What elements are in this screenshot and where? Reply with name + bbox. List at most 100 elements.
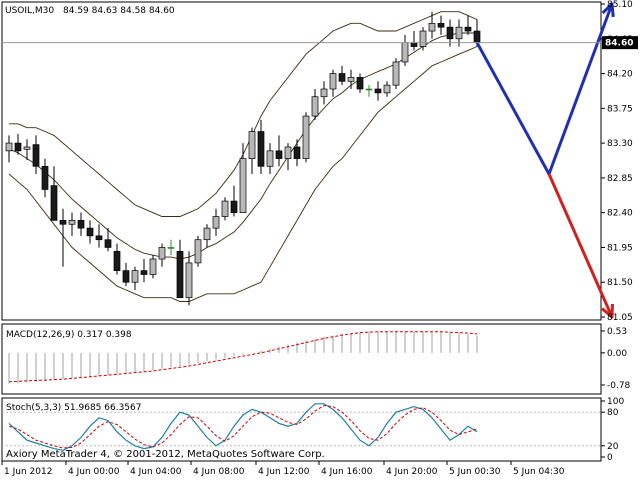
price-tick-label: 81.05 <box>607 313 633 323</box>
candle-body <box>410 42 418 47</box>
candle-body <box>347 77 355 82</box>
candle <box>347 69 355 90</box>
macd-tick-label: 0.00 <box>607 349 627 359</box>
candle <box>32 135 40 175</box>
candle <box>212 208 220 236</box>
macd-pane[interactable] <box>1 323 602 395</box>
candle <box>374 81 382 101</box>
stoch-pane[interactable] <box>1 397 602 462</box>
candle-body <box>329 73 337 90</box>
candle-body <box>131 270 139 283</box>
candle-body <box>230 200 238 214</box>
ohlc-values: 84.59 84.63 84.58 84.60 <box>63 6 175 16</box>
candle <box>203 224 211 248</box>
time-tick-label: 4 Jun 12:00 <box>258 467 310 477</box>
candle <box>437 15 445 35</box>
candle <box>95 224 103 248</box>
forecast-down-arrow-head <box>601 303 614 319</box>
candle-body <box>284 146 292 159</box>
candle <box>221 197 229 221</box>
candle-body <box>158 247 166 260</box>
candle <box>86 220 94 244</box>
candle <box>248 127 256 175</box>
candle-body <box>122 270 130 283</box>
candle <box>113 243 121 275</box>
stoch-main-line <box>8 403 478 451</box>
price-tick-label: 85.10 <box>607 0 633 10</box>
candle-body <box>239 158 247 214</box>
candle-body <box>176 250 184 299</box>
candle-body <box>257 131 265 167</box>
stochastic-series <box>2 403 601 451</box>
candle-body <box>275 150 283 159</box>
current-price-marker <box>602 36 638 50</box>
time-tick-label: 5 Jun 04:30 <box>513 467 565 477</box>
price-tick-label: 81.95 <box>607 243 633 253</box>
candle <box>77 212 85 236</box>
macd-series <box>8 331 478 384</box>
candle <box>14 133 22 155</box>
price-tick-label: 83.30 <box>607 139 633 149</box>
candle <box>428 11 436 39</box>
candle <box>383 81 391 97</box>
candle-body <box>419 30 427 47</box>
forecast-arrows <box>475 2 615 319</box>
candle-body <box>374 88 382 94</box>
macd-signal-line <box>8 331 478 383</box>
candle-body <box>50 185 58 221</box>
macd-label: MACD(12,26,9) 0.317 0.398 <box>6 330 132 340</box>
candle-body <box>446 26 454 40</box>
candle-body <box>113 250 121 271</box>
candle <box>275 135 283 167</box>
time-tick-label: 4 Jun 16:00 <box>321 467 373 477</box>
bollinger-lower-line <box>8 46 478 302</box>
candle <box>266 143 274 175</box>
candle-body <box>5 142 13 152</box>
candle <box>104 228 112 252</box>
candle <box>131 266 139 290</box>
candlestick-series <box>5 11 481 306</box>
time-tick-label: 4 Jun 08:00 <box>193 467 245 477</box>
symbol-timeframe: USOIL,M30 <box>5 6 54 16</box>
candle <box>311 89 319 120</box>
candle <box>122 262 130 287</box>
time-tick-label: 1 Jun 2012 <box>4 467 52 477</box>
candle-body <box>140 270 148 275</box>
candle-body <box>356 77 364 90</box>
candle <box>158 243 166 267</box>
candle-body <box>167 247 175 249</box>
candle <box>41 158 49 198</box>
candle-body <box>437 22 445 28</box>
candle <box>419 27 427 51</box>
candle <box>320 81 328 105</box>
candle-body <box>14 142 22 152</box>
candle <box>23 139 31 161</box>
candle-body <box>473 30 481 43</box>
candle-body <box>401 42 409 63</box>
stoch-signal-line <box>8 404 478 449</box>
candle <box>455 19 463 47</box>
candle <box>284 143 292 171</box>
candle-body <box>293 146 301 159</box>
candle-body <box>149 258 157 275</box>
candle <box>59 208 67 267</box>
candle-body <box>266 150 274 167</box>
candle <box>302 112 310 163</box>
candle <box>356 73 364 93</box>
candle <box>230 185 238 217</box>
candle-body <box>428 22 436 32</box>
candle-body <box>221 200 229 217</box>
price-tick-label: 84.20 <box>607 70 633 80</box>
price-pane[interactable] <box>1 1 602 321</box>
candle <box>464 15 472 35</box>
candle <box>257 119 265 175</box>
forecast-up-arrow-head <box>601 2 615 18</box>
candle-body <box>383 84 391 94</box>
candle-body <box>212 216 220 229</box>
candle-body <box>104 239 112 248</box>
price-tick-label: 83.75 <box>607 104 633 114</box>
candle <box>338 65 346 86</box>
candle-body <box>248 131 256 159</box>
candle-body <box>302 115 310 159</box>
